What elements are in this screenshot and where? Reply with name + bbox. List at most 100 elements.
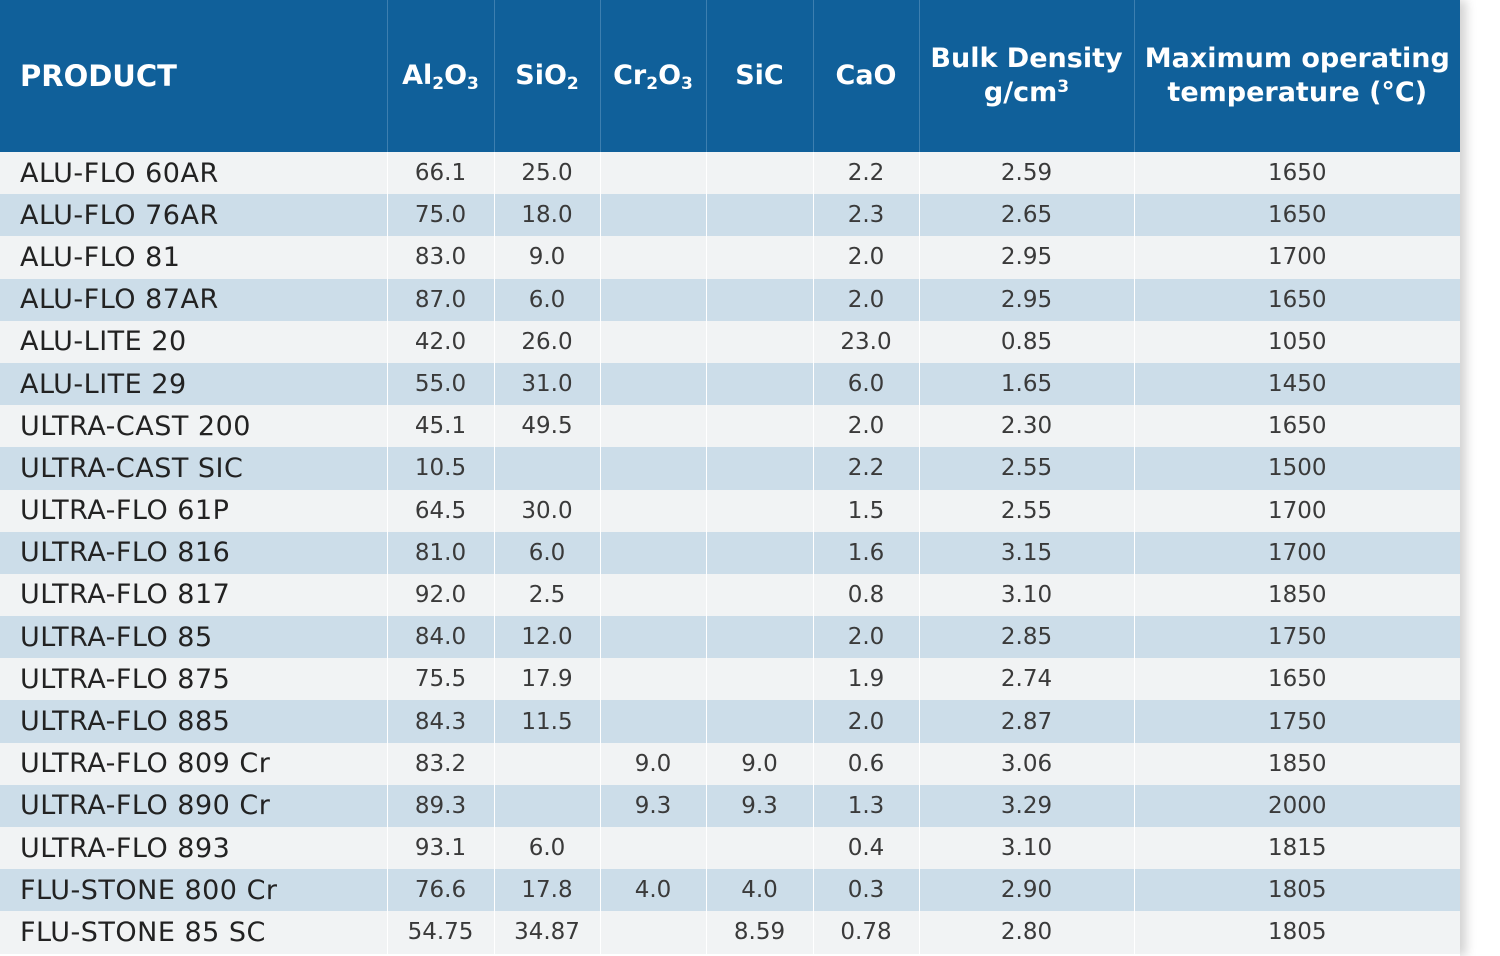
cell-max-temp: 1750	[1133, 700, 1460, 743]
cell-bulk-density: 2.87	[918, 700, 1134, 743]
cell-product: ALU-FLO 87AR	[0, 278, 387, 321]
cell-al2o3: 55.0	[386, 362, 494, 406]
cell-product: ULTRA-CAST 200	[0, 405, 387, 448]
cell-max-temp: 1050	[1133, 320, 1460, 363]
cell-product: ULTRA-FLO 890 Cr	[0, 784, 387, 827]
cell-sic: 8.59	[705, 911, 813, 954]
cell-bulk-density: 2.55	[918, 489, 1134, 532]
cell-bulk-density: 3.06	[918, 742, 1134, 785]
cell-bulk-density: 3.10	[918, 573, 1134, 617]
cell-bulk-density: 3.15	[918, 531, 1134, 574]
cell-al2o3: 89.3	[386, 784, 494, 827]
cell-max-temp: 1805	[1133, 869, 1460, 912]
cell-cr2o3	[599, 573, 706, 617]
cell-product: ULTRA-FLO 61P	[0, 489, 387, 532]
cell-sio2: 34.87	[493, 911, 600, 954]
cell-sic	[705, 320, 813, 363]
table-row: ALU-FLO 76AR 75.0 18.0 2.3 2.65 1650	[0, 194, 1460, 237]
cell-cao: 2.0	[812, 700, 919, 743]
cell-max-temp: 1750	[1133, 616, 1460, 659]
table-row: ALU-FLO 81 83.0 9.0 2.0 2.95 1700	[0, 236, 1460, 279]
cell-cao: 23.0	[812, 320, 919, 363]
cell-cr2o3: 9.3	[599, 784, 706, 827]
table-row: FLU-STONE 85 SC 54.75 34.87 8.59 0.78 2.80 180…	[0, 911, 1460, 954]
cell-al2o3: 10.5	[386, 447, 494, 490]
table-row: ULTRA-FLO 885 84.3 11.5 2.0 2.87 1750	[0, 700, 1460, 743]
cell-cr2o3	[599, 320, 706, 363]
table-row: FLU-STONE 800 Cr 76.6 17.8 4.0 4.0 0.3 2.90 180…	[0, 869, 1460, 912]
cell-sio2: 17.9	[493, 658, 600, 701]
cell-bulk-density: 2.65	[918, 194, 1134, 237]
cell-product: ULTRA-FLO 875	[0, 658, 387, 701]
cell-cr2o3	[599, 447, 706, 490]
cell-al2o3: 75.5	[386, 658, 494, 701]
cell-product: FLU-STONE 85 SC	[0, 911, 387, 954]
cell-max-temp: 1650	[1133, 152, 1460, 195]
cell-al2o3: 87.0	[386, 278, 494, 321]
cell-al2o3: 64.5	[386, 489, 494, 532]
header-sic: SiC	[705, 0, 813, 152]
table-row: ULTRA-FLO 809 Cr 83.2 9.0 9.0 0.6 3.06 1850	[0, 742, 1460, 785]
cell-al2o3: 45.1	[386, 405, 494, 448]
cell-al2o3: 66.1	[386, 152, 494, 195]
cell-al2o3: 84.0	[386, 616, 494, 659]
header-bulk-density: Bulk Density g/cm3	[918, 0, 1134, 152]
cell-bulk-density: 0.85	[918, 320, 1134, 363]
cell-sic	[705, 405, 813, 448]
product-table-panel: PRODUCT Al2O3 SiO2 Cr2O3 SiC CaO Bulk De…	[0, 0, 1460, 954]
cell-al2o3: 92.0	[386, 573, 494, 617]
cell-cao: 6.0	[812, 362, 919, 406]
cell-sic	[705, 658, 813, 701]
cell-product: ALU-FLO 60AR	[0, 152, 387, 195]
cell-sic	[705, 489, 813, 532]
cell-cr2o3	[599, 827, 706, 870]
cell-sic	[705, 278, 813, 321]
cell-max-temp: 1815	[1133, 827, 1460, 870]
cell-max-temp: 1850	[1133, 742, 1460, 785]
cell-max-temp: 1700	[1133, 531, 1460, 574]
cell-sio2: 18.0	[493, 194, 600, 237]
cell-sic	[705, 827, 813, 870]
cell-sio2: 6.0	[493, 827, 600, 870]
cell-cao: 2.3	[812, 194, 919, 237]
cell-bulk-density: 3.29	[918, 784, 1134, 827]
cell-cao: 2.0	[812, 405, 919, 448]
table-row: ULTRA-FLO 890 Cr 89.3 9.3 9.3 1.3 3.29 2000	[0, 784, 1460, 827]
cell-cao: 1.9	[812, 658, 919, 701]
cell-bulk-density: 1.65	[918, 362, 1134, 406]
cell-cao: 2.0	[812, 278, 919, 321]
cell-product: ULTRA-FLO 85	[0, 616, 387, 659]
cell-al2o3: 81.0	[386, 531, 494, 574]
cell-al2o3: 84.3	[386, 700, 494, 743]
cell-max-temp: 1850	[1133, 573, 1460, 617]
header-row: PRODUCT Al2O3 SiO2 Cr2O3 SiC CaO Bulk De…	[0, 0, 1460, 152]
cell-sic	[705, 700, 813, 743]
cell-sio2: 2.5	[493, 573, 600, 617]
cell-sic: 9.0	[705, 742, 813, 785]
cell-bulk-density: 2.95	[918, 236, 1134, 279]
cell-cao: 1.3	[812, 784, 919, 827]
cell-cao: 2.0	[812, 616, 919, 659]
table-row: ULTRA-FLO 817 92.0 2.5 0.8 3.10 1850	[0, 573, 1460, 617]
cell-cao: 2.0	[812, 236, 919, 279]
cell-sio2: 11.5	[493, 700, 600, 743]
cell-sio2: 26.0	[493, 320, 600, 363]
cell-sio2: 6.0	[493, 278, 600, 321]
cell-bulk-density: 2.90	[918, 869, 1134, 912]
table-row: ALU-FLO 87AR 87.0 6.0 2.0 2.95 1650	[0, 278, 1460, 321]
cell-sio2	[493, 447, 600, 490]
cell-cr2o3	[599, 152, 706, 195]
cell-sic: 9.3	[705, 784, 813, 827]
product-spec-table: PRODUCT Al2O3 SiO2 Cr2O3 SiC CaO Bulk De…	[0, 0, 1460, 954]
cell-max-temp: 1650	[1133, 658, 1460, 701]
cell-cr2o3	[599, 362, 706, 406]
cell-sio2: 9.0	[493, 236, 600, 279]
cell-sio2: 30.0	[493, 489, 600, 532]
cell-bulk-density: 2.80	[918, 911, 1134, 954]
cell-sic	[705, 194, 813, 237]
cell-cr2o3	[599, 236, 706, 279]
cell-cr2o3	[599, 489, 706, 532]
cell-max-temp: 1500	[1133, 447, 1460, 490]
cell-bulk-density: 3.10	[918, 827, 1134, 870]
cell-product: ULTRA-FLO 817	[0, 573, 387, 617]
